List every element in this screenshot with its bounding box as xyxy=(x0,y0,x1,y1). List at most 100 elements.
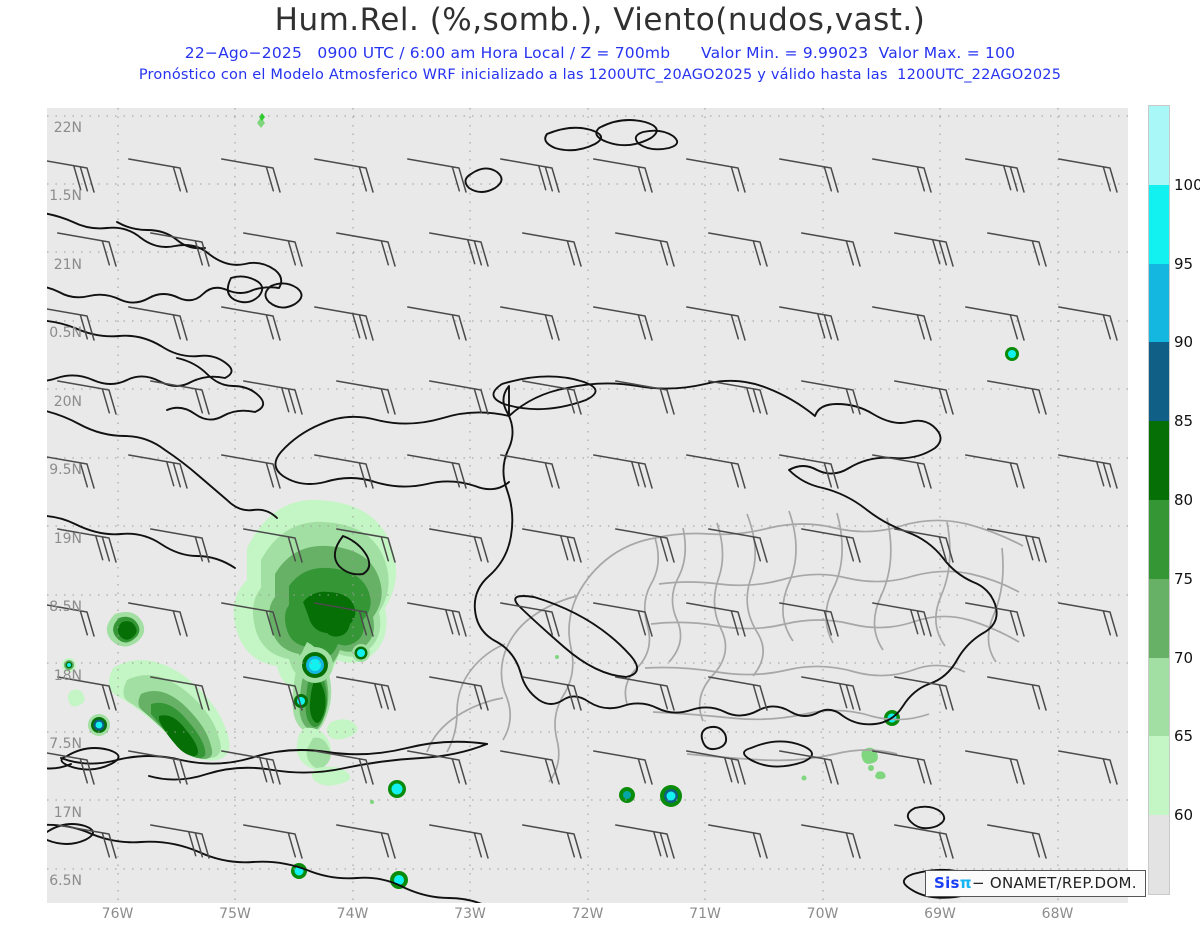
colorbar-segment xyxy=(1149,736,1169,816)
wind-barb xyxy=(779,306,839,341)
wind-barb xyxy=(522,824,582,859)
wind-barb xyxy=(500,750,560,785)
wind-barb xyxy=(894,676,954,711)
wind-barb xyxy=(801,824,861,859)
colorbar-segment xyxy=(1149,342,1169,422)
colorbar[interactable]: 100 95 90 85 80 75 70 65 60 xyxy=(1144,101,1200,901)
wind-barb xyxy=(150,380,210,415)
wind-barb xyxy=(779,158,839,193)
wind-barb xyxy=(801,380,861,415)
wind-barb xyxy=(57,232,117,267)
wind-barb xyxy=(615,528,675,563)
wind-barb xyxy=(429,232,489,267)
colorbar-tick-60: 60 xyxy=(1174,806,1194,825)
colorbar-segment xyxy=(1149,578,1169,658)
wind-barb xyxy=(593,158,653,193)
wind-barb xyxy=(708,824,768,859)
lon-tick-label-4: 72W xyxy=(571,906,604,922)
wind-barb xyxy=(708,380,768,415)
credit-pi-icon: π xyxy=(959,874,972,892)
wind-barb xyxy=(314,750,374,785)
wind-barb xyxy=(1058,306,1118,341)
wind-barb xyxy=(429,824,489,859)
wind-barb xyxy=(801,232,861,267)
wind-barb xyxy=(1058,158,1118,193)
wind-barb xyxy=(221,750,281,785)
lat-tick-label-6: 19N xyxy=(53,530,82,547)
wind-barb-layer xyxy=(47,158,1118,859)
lon-tick-label-8: 68W xyxy=(1041,906,1074,922)
wind-barb xyxy=(407,750,467,785)
wind-barb xyxy=(522,380,582,415)
wind-barb xyxy=(894,528,954,563)
wind-barb xyxy=(593,750,653,785)
wind-barb xyxy=(57,676,117,711)
wind-barb xyxy=(872,750,932,785)
wind-barb xyxy=(57,380,117,415)
wind-barb xyxy=(243,676,303,711)
lat-tick-label-3: 0.5N xyxy=(49,325,82,342)
wind-barb xyxy=(965,306,1025,341)
wind-barb xyxy=(686,158,746,193)
credit-sis-text: Sis xyxy=(934,874,960,892)
wind-barb xyxy=(965,750,1025,785)
wind-barb xyxy=(128,306,188,341)
wind-barb xyxy=(615,380,675,415)
wind-barb xyxy=(1058,750,1118,785)
wind-barb xyxy=(872,306,932,341)
wind-barb xyxy=(47,752,95,785)
wind-barb xyxy=(615,676,675,711)
wind-barb xyxy=(801,676,861,711)
wind-barb xyxy=(522,676,582,711)
lat-tick-label-10: 17N xyxy=(53,804,82,821)
wind-barb xyxy=(801,528,861,563)
wind-barb xyxy=(128,750,188,785)
wind-barb xyxy=(894,232,954,267)
colorbar-tick-100: 100 xyxy=(1174,175,1200,194)
wind-barb xyxy=(593,306,653,341)
lat-tick-label-7: 8.5N xyxy=(49,599,82,616)
wind-barb xyxy=(150,528,210,563)
lon-tick-label-3: 73W xyxy=(454,906,486,922)
map-plot-area[interactable] xyxy=(47,108,1128,903)
wind-barb xyxy=(615,824,675,859)
wind-barb xyxy=(243,380,303,415)
lat-tick-label-1: 1.5N xyxy=(49,188,82,205)
lon-tick-label-1: 75W xyxy=(219,906,251,922)
wind-barb xyxy=(221,602,281,637)
colorbar-tick-90: 90 xyxy=(1174,333,1194,352)
wind-barb xyxy=(686,306,746,341)
lon-tick-label-6: 70W xyxy=(806,906,839,922)
wind-barb xyxy=(314,454,374,489)
wind-barb xyxy=(779,750,839,785)
wind-barb xyxy=(429,380,489,415)
wind-barb xyxy=(314,306,374,341)
wind-barb xyxy=(965,454,1025,489)
wind-barb xyxy=(221,158,281,193)
wind-barb xyxy=(987,528,1047,563)
wind-barb xyxy=(314,158,374,193)
chart-header: Hum.Rel. (%,somb.), Viento(nudos,vast.) … xyxy=(0,0,1200,95)
wind-barb xyxy=(500,602,560,637)
wind-barb xyxy=(150,824,210,859)
wind-barb xyxy=(407,602,467,637)
credit-badge[interactable]: Sisπ− ONAMET/REP.DOM. xyxy=(925,870,1146,897)
wind-barb xyxy=(615,232,675,267)
wind-barb xyxy=(57,824,117,859)
colorbar-segment xyxy=(1149,263,1169,343)
colorbar-tick-80: 80 xyxy=(1174,491,1194,509)
wind-barb xyxy=(47,604,95,637)
longitude-axis: 76W 75W 74W 73W 72W 71W 70W 69W 68W xyxy=(0,906,1200,930)
wind-barb xyxy=(314,602,374,637)
wind-barb xyxy=(407,306,467,341)
wind-barb xyxy=(872,158,932,193)
lat-tick-label-0: 22N xyxy=(53,119,82,136)
wind-barb xyxy=(965,158,1025,193)
wind-barb xyxy=(429,676,489,711)
wind-barb xyxy=(522,232,582,267)
wind-barb xyxy=(708,676,768,711)
wind-barb xyxy=(987,380,1047,415)
map-canvas xyxy=(47,108,1128,903)
wind-barb xyxy=(221,454,281,489)
